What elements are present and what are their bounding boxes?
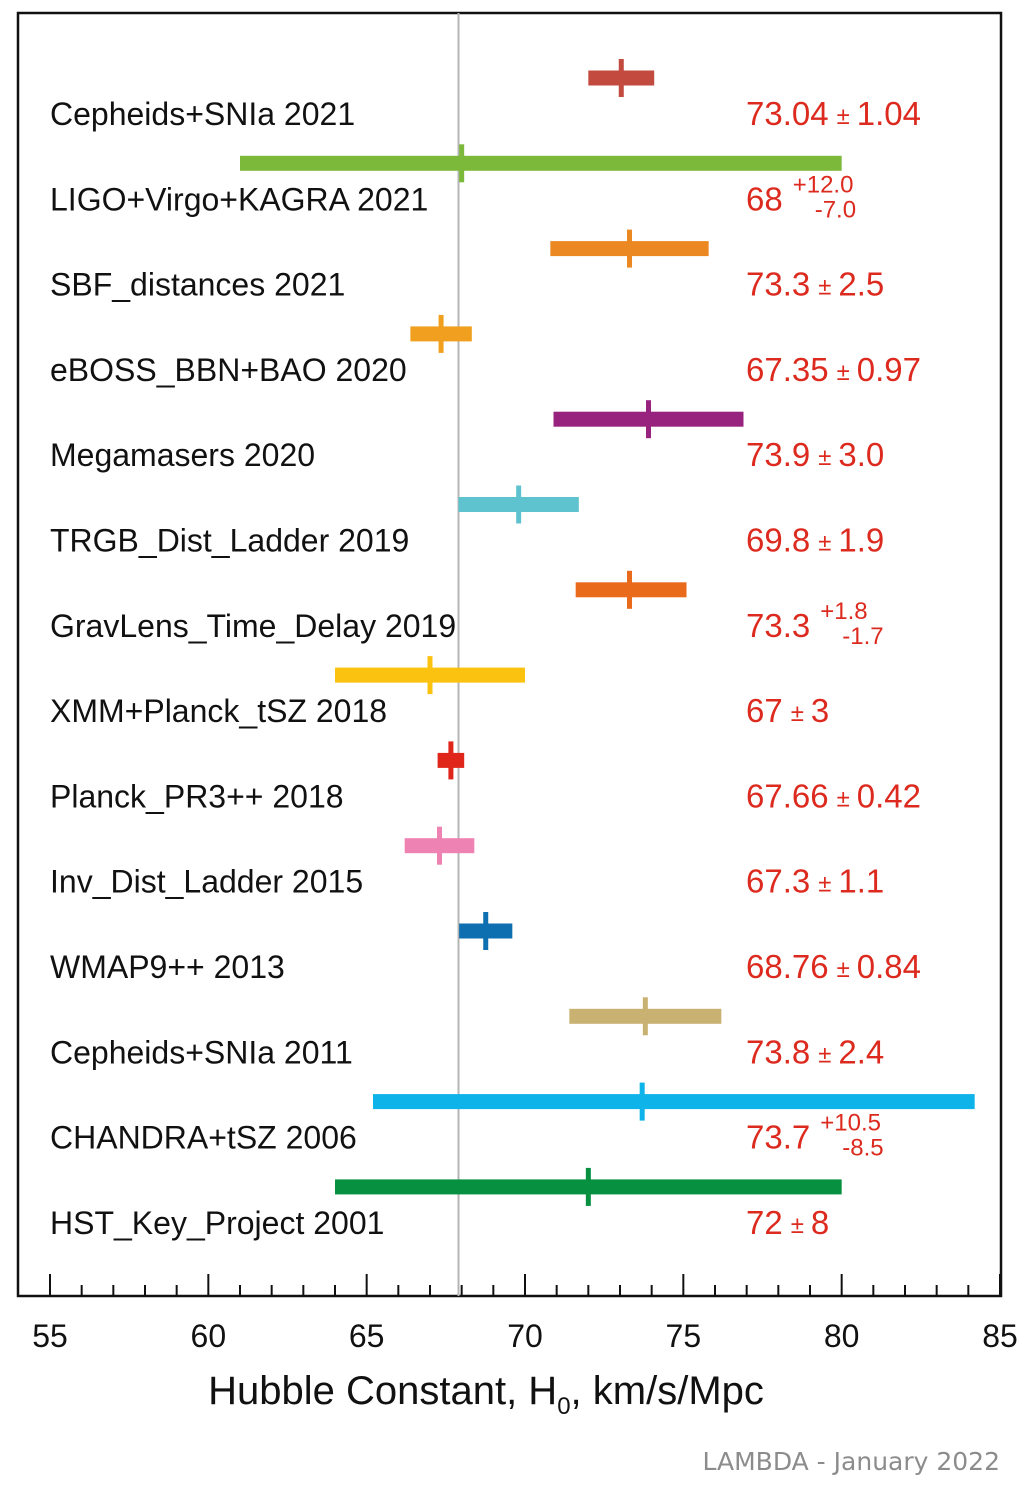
plus-minus-symbol: ± [837,785,850,812]
x-axis-title: Hubble Constant, H0, km/s/Mpc [208,1369,764,1420]
measurement-uncertainty: 2.4 [838,1033,884,1070]
x-axis-title-tail: , km/s/Mpc [571,1369,764,1413]
measurement-uncertainty: 8 [811,1204,829,1241]
measurement-value: 72 [746,1204,783,1241]
x-tick-label: 55 [32,1318,68,1354]
measurement-uncertainty: 3 [811,692,829,729]
measurement-value: 67.35 [746,351,829,388]
measurement-name: SBF_distances 2021 [50,267,345,303]
measurement-name: eBOSS_BBN+BAO 2020 [50,352,407,388]
credit-text: LAMBDA - January 2022 [703,1447,1001,1476]
measurement-value: 67.3 [746,863,810,900]
measurement-value: 73.8 [746,1033,810,1070]
x-tick-label: 75 [666,1318,702,1354]
measurement-value: 73.04 [746,95,829,132]
plus-minus-symbol: ± [818,871,831,898]
x-tick-label: 80 [824,1318,860,1354]
measurement-name: TRGB_Dist_Ladder 2019 [50,523,409,559]
measurement-uncertainty: 0.84 [857,948,921,985]
measurement-value: 73.7 [746,1119,810,1156]
central-value-marker [427,656,433,695]
lower-uncertainty: -7.0 [815,196,856,223]
plus-minus-symbol: ± [818,530,831,557]
measurement-name: HST_Key_Project 2001 [50,1205,384,1241]
measurement-name: CHANDRA+tSZ 2006 [50,1120,357,1156]
measurement-uncertainty: 1.9 [838,522,884,559]
plot-frame [16,11,1003,1298]
x-tick-label: 85 [982,1318,1018,1354]
plus-minus-symbol: ± [791,700,804,727]
measurement-uncertainty: 2.5 [838,266,884,303]
central-value-marker [516,485,522,524]
measurement-value: 73.9 [746,436,810,473]
measurement-name: LIGO+Virgo+KAGRA 2021 [50,181,428,217]
x-tick-label: 60 [191,1318,227,1354]
plus-minus-symbol: ± [837,956,850,983]
measurement-name: GravLens_Time_Delay 2019 [50,608,456,644]
measurement-uncertainty: 0.97 [857,351,921,388]
central-value-marker [483,912,489,950]
error-bar [373,1094,975,1110]
measurement-uncertainty: 1.1 [838,863,884,900]
measurement-name: WMAP9++ 2013 [50,949,285,985]
measurement-name: Cepheids+SNIa 2011 [50,1034,353,1070]
central-value-marker [618,59,624,97]
central-value-marker [448,741,454,780]
measurement-uncertainty: 0.42 [857,777,921,814]
plus-minus-symbol: ± [791,1212,804,1239]
x-axis-ticks: 55 60 65 70 75 80 85 [32,1274,1018,1354]
measurement-value: 73.3 [746,266,810,303]
measurement-value: 67.66 [746,777,829,814]
measurement-name: XMM+Planck_tSZ 2018 [50,693,387,729]
upper-uncertainty: +10.5 [820,1110,881,1137]
measurement-name: Inv_Dist_Ladder 2015 [50,864,363,900]
upper-uncertainty: +1.8 [820,598,867,625]
measurement-name: Megamasers 2020 [50,437,315,473]
measurement-name: Cepheids+SNIa 2021 [50,96,355,132]
lower-uncertainty: -8.5 [842,1135,883,1162]
plus-minus-symbol: ± [818,274,831,301]
lower-uncertainty: -1.7 [842,623,883,650]
plus-minus-symbol: ± [837,103,850,130]
measurement-uncertainty: 1.04 [857,95,921,132]
error-bar [240,155,842,171]
central-value-marker [646,400,651,439]
x-tick-label: 70 [507,1318,543,1354]
measurement-name: Planck_PR3++ 2018 [50,778,344,814]
x-tick-label: 65 [349,1318,385,1354]
measurement-bars [240,59,975,1206]
measurement-value: 67 [746,692,783,729]
central-value-marker [438,314,444,353]
central-value-marker [437,826,442,865]
plus-minus-symbol: ± [837,359,850,386]
measurement-uncertainty: 3.0 [838,436,884,473]
x-axis-title-subscript: 0 [557,1393,570,1420]
plus-minus-symbol: ± [818,444,831,471]
central-value-marker [585,1167,591,1206]
central-value-marker [639,1082,645,1121]
measurement-value: 68.76 [746,948,829,985]
x-axis-title-main: Hubble Constant, H [208,1369,557,1413]
central-value-marker [627,570,632,609]
plus-minus-symbol: ± [818,1041,831,1068]
central-value-marker [642,997,648,1036]
central-value-marker [627,229,632,268]
measurement-value: 69.8 [746,522,810,559]
central-value-marker [459,144,465,183]
measurement-value: 73.3 [746,607,810,644]
upper-uncertainty: +12.0 [793,171,854,198]
measurement-value: 68 [746,180,783,217]
measurement-labels: Cepheids+SNIa 2021 73.04 ±1.04 LIGO+Virgo+K… [50,95,921,1241]
